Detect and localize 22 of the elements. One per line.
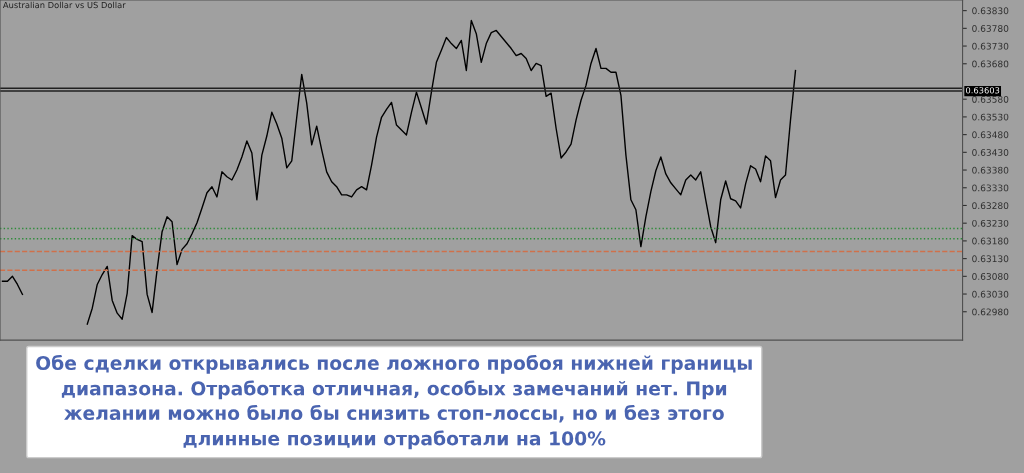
y-tick-label: 0.63230 <box>972 219 1009 227</box>
y-tick-label: 0.63130 <box>972 255 1009 263</box>
text: Обе сделки открывались после ложного пробоя нижней границы диапазона. Отработка отличная, особых замечаний нет. При желании можно было бы снизить стоп-лоссы, но и без этого длинные позиции отработали на 100% <box>36 354 752 450</box>
y-tick-label: 0.62980 <box>972 308 1009 316</box>
line-series <box>86 19 797 325</box>
y-tick-label: 0.63730 <box>972 42 1009 50</box>
y-tick-label: 0.63480 <box>972 131 1009 139</box>
y-tick-label: 0.63180 <box>972 237 1009 245</box>
y-tick-label: 0.63530 <box>972 113 1009 121</box>
y-tick-label: 0.63080 <box>972 273 1009 280</box>
y-tick-label: 0.63330 <box>972 184 1009 192</box>
y-tick-label: 0.63380 <box>972 166 1009 174</box>
y-tick-label: 0.63030 <box>972 290 1009 298</box>
line-series <box>1 275 24 296</box>
y-tick-label: 0.63580 <box>972 95 1009 103</box>
y-tick-label: 0.63830 <box>972 7 1009 15</box>
chart-title: Australian Dollar vs US Dollar <box>2 1 126 9</box>
y-tick-label: 0.63430 <box>972 149 1009 156</box>
y-tick-label: 0.63680 <box>972 60 1009 68</box>
y-tick-label: 0.63280 <box>972 202 1009 210</box>
ref-line-label: 0.63603 <box>966 87 1000 94</box>
y-tick-label: 0.63780 <box>972 25 1009 32</box>
